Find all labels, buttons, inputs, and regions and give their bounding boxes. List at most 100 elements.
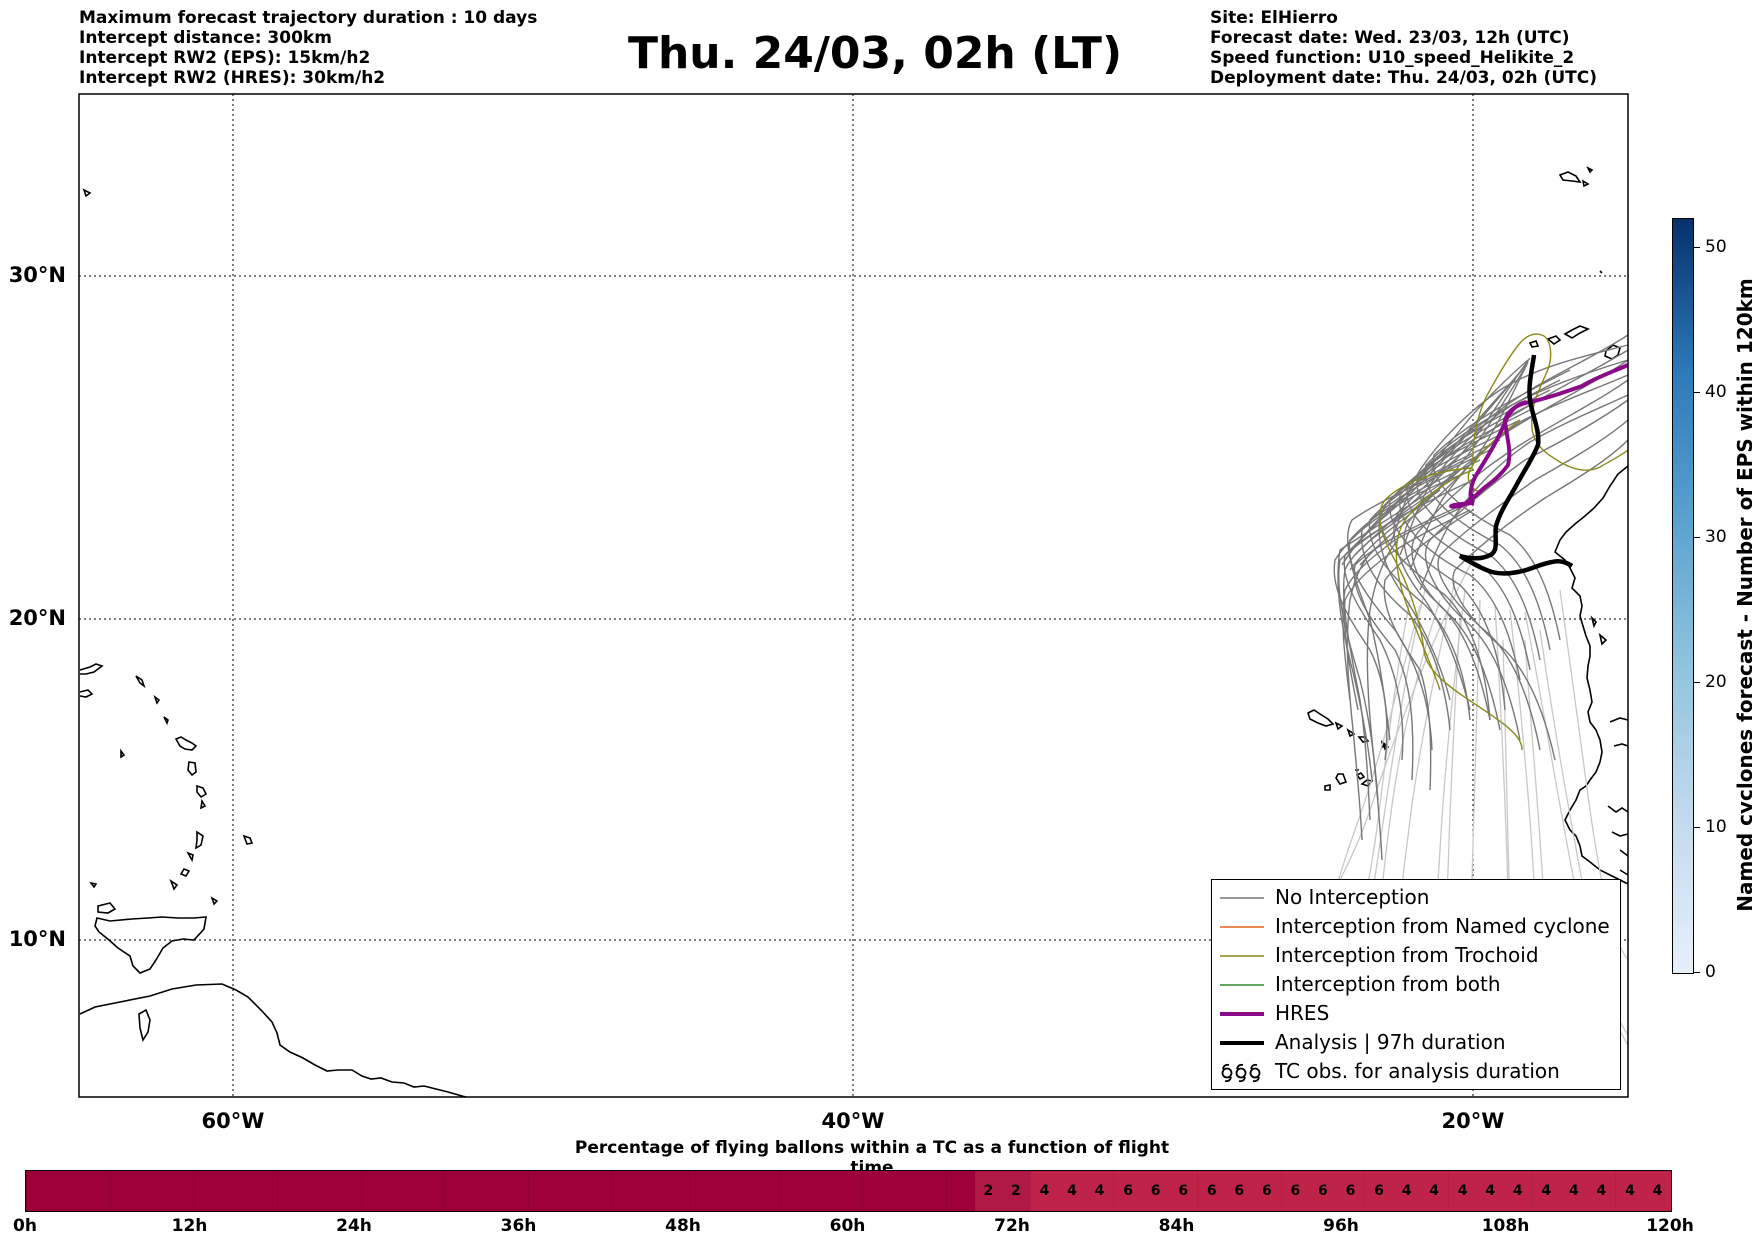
time-bar-tick-label: 12h: [171, 1216, 208, 1236]
header-info-left: Maximum forecast trajectory duration : 1…: [79, 8, 537, 88]
trochoid-trajectories: [1379, 333, 1629, 751]
time-bar-cell: [82, 1171, 110, 1211]
legend-swatch-both: [1220, 984, 1264, 986]
legend-label-tc-obs: TC obs. for analysis duration: [1275, 1059, 1560, 1083]
forecast-date-text: Forecast date: Wed. 23/03, 12h (UTC): [1210, 28, 1570, 48]
colorbar-tick: [1694, 247, 1700, 248]
time-bar-cell: 2: [974, 1171, 1003, 1211]
legend-item-trochoid: Interception from Trochoid: [1212, 941, 1620, 970]
time-bar-cell: 4: [1447, 1171, 1477, 1211]
time-bar-cell: [221, 1171, 250, 1211]
speed-function-text: Speed function: U10_speed_Helikite_2: [1210, 48, 1575, 68]
time-bar-cell: 6: [1225, 1171, 1254, 1211]
time-bar-cell: 4: [1643, 1171, 1672, 1211]
map-frame: [78, 93, 1629, 1098]
time-bar-cell: [333, 1171, 361, 1211]
time-bar-cell: 4: [1531, 1171, 1561, 1211]
time-bar-cell: [138, 1171, 166, 1211]
time-bar-cell: 2: [1002, 1171, 1030, 1211]
time-bar-cell: [26, 1171, 55, 1211]
lat-label-20n: 20°N: [8, 606, 66, 630]
time-bar-cell: 4: [1058, 1171, 1086, 1211]
time-bar-cell: [165, 1171, 194, 1211]
time-bar-cell: 4: [1029, 1171, 1059, 1211]
lon-label-20w: 20°W: [1441, 1109, 1505, 1133]
time-bar-cell: [54, 1171, 83, 1211]
legend-label-no-interception: No Interception: [1275, 885, 1430, 909]
time-bar-tick-label: 84h: [1158, 1216, 1195, 1236]
colorbar-label-0: 0: [1705, 962, 1716, 982]
time-bar-tick-label: 36h: [500, 1216, 537, 1236]
time-bar-cell: 4: [1420, 1171, 1448, 1211]
time-bar-cell: [500, 1171, 528, 1211]
time-bar-cell: [862, 1171, 891, 1211]
time-bar-cell: [751, 1171, 779, 1211]
time-bar-cell: 6: [1280, 1171, 1310, 1211]
time-bar-cell: [305, 1171, 334, 1211]
analysis-trajectory: [1458, 354, 1574, 576]
time-bar-tick-label: 72h: [994, 1216, 1030, 1236]
legend-item-no-interception: No Interception: [1212, 883, 1620, 912]
time-bar-cell: [360, 1171, 390, 1211]
time-bar-cell: 4: [1476, 1171, 1504, 1211]
legend-label-named-cyclone: Interception from Named cyclone: [1275, 914, 1610, 938]
time-bar-tick-label: 120h: [1646, 1216, 1694, 1236]
time-bar-cell: [389, 1171, 417, 1211]
colorbar-label-30: 30: [1705, 527, 1727, 547]
time-bar-cell: 6: [1113, 1171, 1142, 1211]
time-bar-cell: [807, 1171, 835, 1211]
coastline-africa: [1554, 465, 1629, 885]
hres-trajectory: [1449, 363, 1629, 509]
legend-swatch-hres: [1220, 1012, 1264, 1016]
time-bar-cell: 6: [1364, 1171, 1393, 1211]
time-bar-cell: 6: [1196, 1171, 1226, 1211]
legend-label-trochoid: Interception from Trochoid: [1275, 943, 1539, 967]
time-bar-cell: 6: [1169, 1171, 1197, 1211]
time-bar-cell: [444, 1171, 473, 1211]
page-title: Thu. 24/03, 02h (LT): [627, 28, 1123, 79]
max-duration-text: Maximum forecast trajectory duration : 1…: [79, 8, 538, 28]
hres-trajectory-loop: [1468, 400, 1527, 505]
time-bar-tick-label: 96h: [1323, 1216, 1359, 1236]
time-bar-cell: [778, 1171, 808, 1211]
colorbar-label-10: 10: [1705, 817, 1727, 837]
time-bar-tick-label: 48h: [665, 1216, 701, 1236]
lat-label-30n: 30°N: [8, 263, 66, 287]
time-bar-cell: [249, 1171, 277, 1211]
time-bar-cell: [276, 1171, 306, 1211]
colorbar-tick: [1694, 537, 1700, 538]
time-bar-cell: [640, 1171, 668, 1211]
time-bar-cell: [527, 1171, 557, 1211]
intercept-eps-text: Intercept RW2 (EPS): 15km/h2: [79, 48, 371, 68]
time-bar-cell: 4: [1560, 1171, 1588, 1211]
deployment-date-text: Deployment date: Thu. 24/03, 02h (UTC): [1210, 68, 1597, 88]
time-bar-cell: [109, 1171, 139, 1211]
map-legend: No Interception Interception from Named …: [1211, 879, 1621, 1090]
time-bar-cell: [695, 1171, 724, 1211]
lat-label-10n: 10°N: [8, 927, 66, 951]
time-bar-cell: [834, 1171, 863, 1211]
cyclone-count-colorbar: [1672, 218, 1694, 974]
time-bar-cell: 6: [1309, 1171, 1337, 1211]
time-bar-tick-label: 0h: [13, 1216, 37, 1236]
time-bar-cell: [946, 1171, 975, 1211]
colorbar-label-50: 50: [1705, 237, 1727, 257]
time-bar-cell: [583, 1171, 612, 1211]
time-bar-cell: [472, 1171, 501, 1211]
time-bar-cell: [611, 1171, 641, 1211]
colorbar-label-20: 20: [1705, 672, 1727, 692]
time-bar-cell: [890, 1171, 919, 1211]
time-bar-cell: 6: [1141, 1171, 1170, 1211]
time-bar-cell: 4: [1615, 1171, 1644, 1211]
legend-item-hres: HRES: [1212, 999, 1620, 1028]
time-bar-tick-label: 60h: [829, 1216, 866, 1236]
time-bar-cell: [193, 1171, 222, 1211]
legend-swatch-named-cyclone: [1220, 926, 1264, 928]
time-bar-cell: 6: [1253, 1171, 1281, 1211]
time-bar-cell: 4: [1392, 1171, 1421, 1211]
colorbar-label-40: 40: [1705, 382, 1727, 402]
time-bar-tick-label: 24h: [336, 1216, 372, 1236]
coastline-caribbean: [79, 188, 467, 1098]
